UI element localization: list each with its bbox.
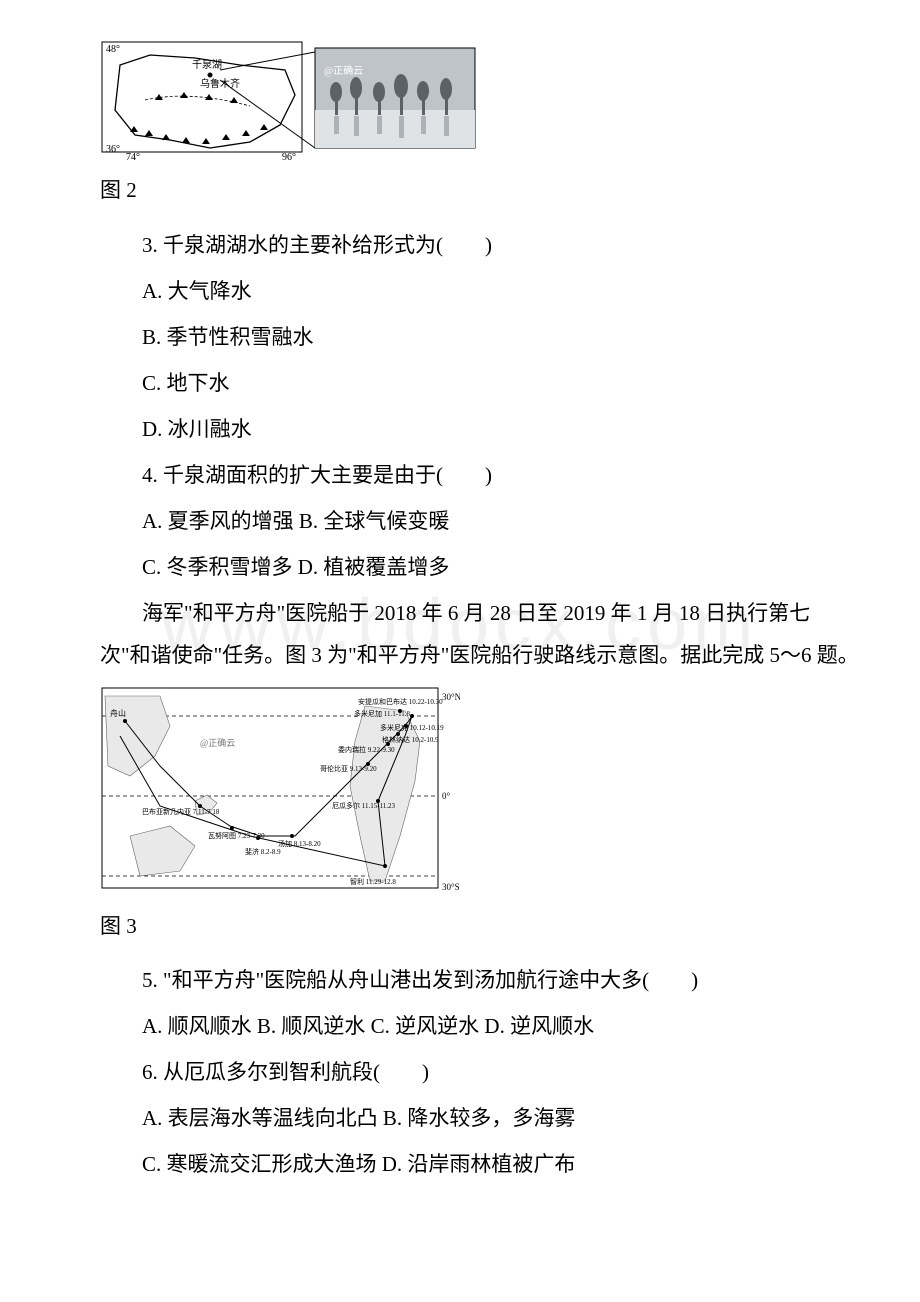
q3-stem: 3. 千泉湖湖水的主要补给形式为( ) (100, 224, 860, 266)
lbl-antigua: 安提瓜和巴布达 10.22-10.30 (358, 697, 443, 706)
lbl-png: 巴布亚新几内亚 7.11-7.18 (142, 807, 220, 816)
q3-a: A. 大气降水 (100, 270, 860, 312)
map2-lon-left: 74° (126, 152, 140, 160)
lbl-fiji: 斐济 8.2-8.9 (245, 847, 281, 856)
figure-3: 30°N 0° 30°S 舟山 (100, 686, 860, 896)
map2-lon-right: 96° (282, 152, 296, 160)
passage-5-6: 海军"和平方舟"医院船于 2018 年 6 月 28 日至 2019 年 1 月… (100, 592, 860, 676)
lbl-dominican: 多米尼加 11.1-11.8 (354, 709, 411, 718)
map3-lat-bottom: 30°S (442, 882, 460, 892)
map2-lat-bottom: 36° (106, 144, 120, 155)
q6-ab: A. 表层海水等温线向北凸 B. 降水较多，多海雾 (100, 1097, 860, 1139)
q6-stem: 6. 从厄瓜多尔到智利航段( ) (100, 1051, 860, 1093)
lbl-vanuatu: 瓦努阿图 7.23-7.30 (208, 831, 265, 840)
q4-cd: C. 冬季积雪增多 D. 植被覆盖增多 (100, 546, 860, 588)
q5-opts: A. 顺风顺水 B. 顺风逆水 C. 逆风逆水 D. 逆风顺水 (100, 1005, 860, 1047)
map2-lat-top: 48° (106, 44, 120, 55)
lbl-ecuador: 厄瓜多尔 11.15-11.23 (332, 801, 396, 810)
figure-2-svg: 千泉湖 乌鲁木齐 48° 36° 74° 96° (100, 40, 480, 160)
lbl-chile: 智利 11.29-12.8 (350, 877, 396, 886)
lbl-tonga: 汤加 8.13-8.20 (278, 839, 321, 848)
q3-c: C. 地下水 (100, 362, 860, 404)
lbl-colombia: 哥伦比亚 9.13-9.20 (320, 764, 377, 773)
lbl-zhoushan: 舟山 (110, 708, 126, 718)
page-content: 千泉湖 乌鲁木齐 48° 36° 74° 96° (100, 40, 860, 1185)
map3-lat-eq: 0° (442, 791, 451, 801)
figure-2-caption: 图 2 (100, 174, 860, 208)
map2-stamp: @正确云 (324, 64, 363, 77)
lbl-dominic: 多米尼克 10.12-10.19 (380, 723, 444, 732)
figure-3-caption: 图 3 (100, 910, 860, 944)
q3-d: D. 冰川融水 (100, 408, 860, 450)
q6-cd: C. 寒暖流交汇形成大渔场 D. 沿岸雨林植被广布 (100, 1143, 860, 1185)
q5-stem: 5. "和平方舟"医院船从舟山港出发到汤加航行途中大多( ) (100, 959, 860, 1001)
map2-city-label: 乌鲁木齐 (200, 77, 240, 90)
map3-stamp: @正确云 (200, 737, 235, 748)
figure-2: 千泉湖 乌鲁木齐 48° 36° 74° 96° (100, 40, 860, 160)
q4-stem: 4. 千泉湖面积的扩大主要是由于( ) (100, 454, 860, 496)
figure-3-svg: 30°N 0° 30°S 舟山 (100, 686, 460, 896)
map3-lat-top: 30°N (442, 692, 460, 702)
lbl-venezuela: 委内瑞拉 9.22-9.30 (338, 745, 395, 754)
lbl-grenada: 格林纳达 10.2-10.9 (382, 735, 439, 744)
q4-ab: A. 夏季风的增强 B. 全球气候变暖 (100, 500, 860, 542)
q3-b: B. 季节性积雪融水 (100, 316, 860, 358)
map2-lake-label: 千泉湖 (192, 58, 222, 71)
